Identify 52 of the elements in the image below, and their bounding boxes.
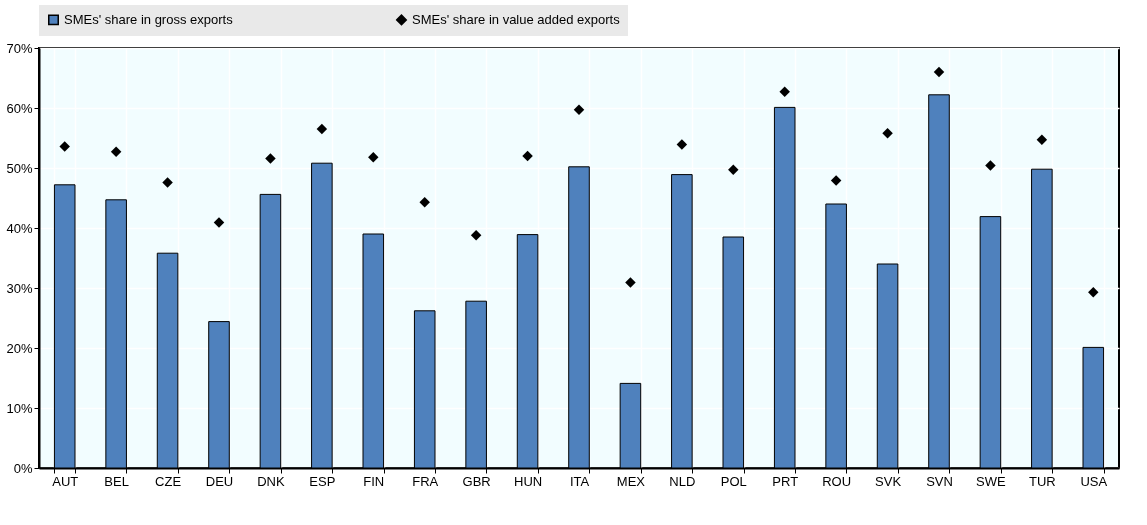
x-tick-label: HUN <box>513 473 543 489</box>
x-tick-label: DEU <box>205 473 234 489</box>
point <box>522 150 533 162</box>
point <box>316 123 328 135</box>
point <box>419 196 430 208</box>
x-tick-label: ESP <box>309 473 336 489</box>
y-tick-label: 70% <box>6 40 33 56</box>
point <box>213 217 225 228</box>
x-tick-label: BEL <box>104 473 129 489</box>
point <box>985 160 996 171</box>
x-tick-label: TUR <box>1029 473 1056 489</box>
y-tick-label: 10% <box>6 400 33 416</box>
x-tick-label: CZE <box>155 473 182 489</box>
x-tick-label: SVK <box>875 473 902 489</box>
x-tick-label: SVN <box>926 473 953 489</box>
x-tick-label: DNK <box>257 473 285 489</box>
point <box>779 86 790 98</box>
y-tick-label: 60% <box>6 100 33 116</box>
x-tick-label: MEX <box>616 473 646 489</box>
x-tick-label: GBR <box>462 473 491 489</box>
x-tick-label: SWE <box>976 473 1007 489</box>
point <box>933 66 945 78</box>
point <box>1036 134 1048 146</box>
y-tick-label: 30% <box>6 280 33 296</box>
point <box>573 104 585 116</box>
x-tick-label: ITA <box>569 473 590 489</box>
x-tick-label: ROU <box>822 473 852 489</box>
point <box>368 151 379 163</box>
point <box>728 164 739 176</box>
x-tick-label: FRA <box>412 473 439 489</box>
x-tick-label: AUT <box>52 473 79 489</box>
y-tick-label: 0% <box>13 460 33 476</box>
point <box>470 229 482 241</box>
x-tick-label: PRT <box>772 473 799 489</box>
point <box>625 277 636 288</box>
x-tick-label: FIN <box>363 473 385 489</box>
y-tick-label: 40% <box>6 220 33 236</box>
x-tick-label: NLD <box>669 473 696 489</box>
point <box>882 127 893 139</box>
point <box>110 146 122 158</box>
y-tick-label: 20% <box>6 340 33 356</box>
y-tick-label: 50% <box>6 160 33 176</box>
legend-label: SMEs' share in gross exports <box>64 11 234 27</box>
point <box>162 177 173 188</box>
point <box>676 139 688 150</box>
x-tick-label: POL <box>720 473 747 489</box>
point <box>1088 286 1099 298</box>
point <box>265 153 276 164</box>
legend-label: SMEs' share in value added exports <box>412 11 621 27</box>
x-tick-label: USA <box>1080 473 1108 489</box>
point <box>830 175 842 186</box>
point <box>59 141 70 152</box>
